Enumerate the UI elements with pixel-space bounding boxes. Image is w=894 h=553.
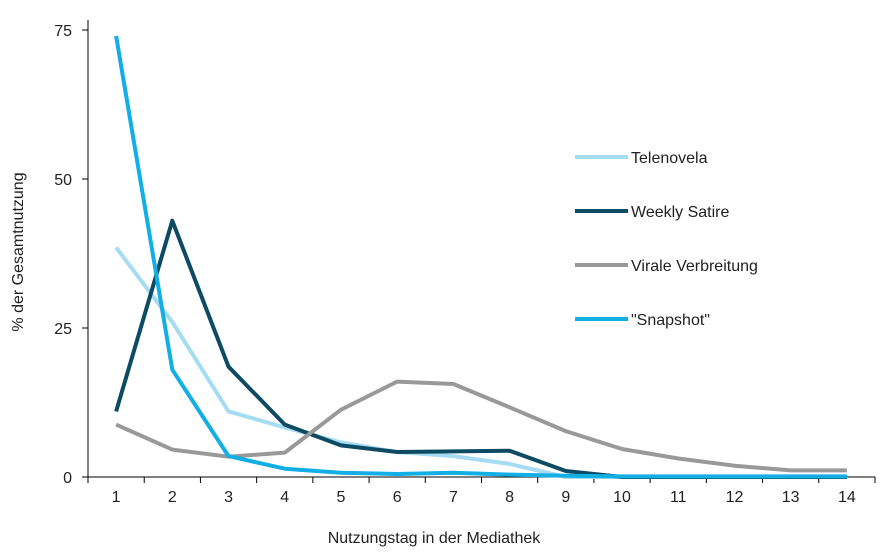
x-tick-label: 4	[280, 489, 289, 506]
legend-label: Telenovela	[631, 150, 708, 167]
y-tick-label: 50	[54, 172, 72, 189]
y-tick-label: 25	[54, 321, 72, 338]
series-line-3	[115, 379, 847, 473]
x-tick-label: 2	[168, 489, 177, 506]
x-tick-label: 14	[838, 489, 856, 506]
x-axis-title: Nutzungstag in der Mediathek	[328, 530, 542, 547]
legend-label: Virale Verbreitung	[631, 258, 758, 275]
y-tick-label: 0	[63, 470, 72, 487]
legend: Telenovela Weekly Satire Virale Verbreitun…	[575, 150, 758, 329]
x-tick-label: 1	[112, 489, 121, 506]
x-tick-label: 7	[449, 489, 458, 506]
x-tick-label: 3	[224, 489, 233, 506]
x-tick-label: 12	[726, 489, 744, 506]
x-tick-label: 11	[670, 489, 687, 506]
x-tick-label: 13	[782, 489, 800, 506]
x-tick-label: 8	[505, 489, 514, 506]
legend-label: Weekly Satire	[631, 204, 730, 221]
legend-label: "Snapshot"	[631, 312, 710, 329]
x-tick-label: 9	[561, 489, 570, 506]
y-tick-label: 75	[54, 23, 72, 40]
series-lines	[114, 35, 847, 479]
x-tick-label: 10	[613, 489, 631, 506]
series-line-4	[114, 35, 847, 479]
x-tick-label: 6	[393, 489, 402, 506]
y-axis-title: % der Gesamtnutzung	[10, 172, 27, 331]
x-tick-label: 5	[337, 489, 346, 506]
